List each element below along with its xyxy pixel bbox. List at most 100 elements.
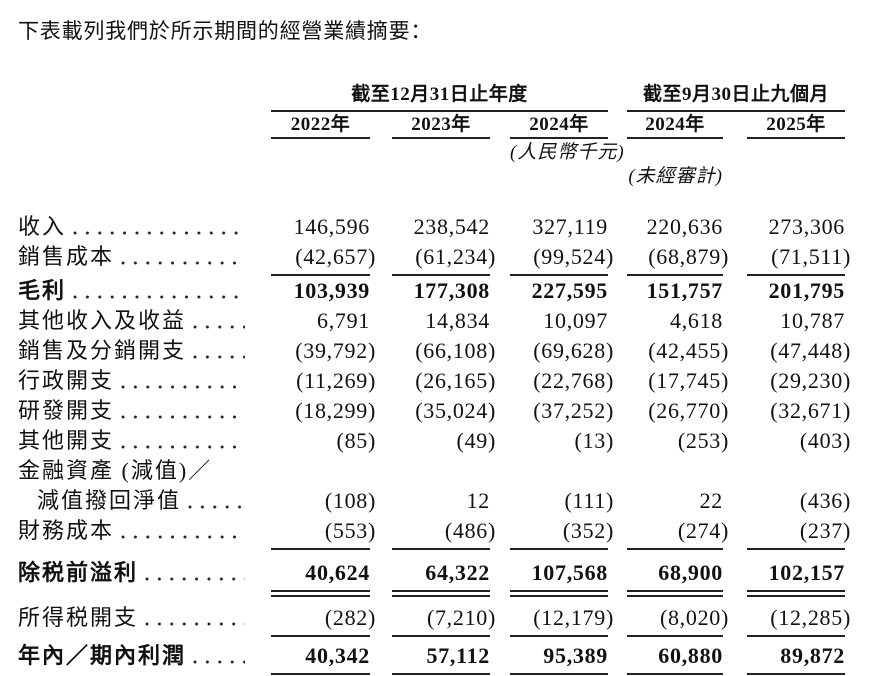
column-group-header-row: 截至12月31日止年度 截至9月30日止九個月 [18, 84, 871, 112]
column-group-nine-months: 截至9月30日止九個月 [627, 84, 845, 112]
value-cell: (13) [574, 428, 614, 453]
unaudited-note: (未經審計) [628, 166, 723, 187]
value-cell: 14,834 [425, 308, 490, 333]
value-cell: (42,657) [295, 244, 376, 269]
table-row-admin-expenses: 行政開支 (11,269) (26,165) (22,768) (17,745)… [18, 366, 871, 396]
row-label: 銷售成本 [18, 244, 115, 269]
value-cell: 201,795 [768, 278, 845, 303]
dot-leader [73, 276, 245, 306]
row-label: 研發開支 [18, 398, 115, 423]
table-row-gross-profit: 毛利 103,939 177,308 227,595 151,757 201,7… [18, 276, 871, 306]
dot-leader [121, 516, 245, 546]
table-row-impairment-net: 減值撥回淨值 (108) 12 (111) 22 (436) [18, 486, 871, 516]
dot-leader [121, 426, 245, 456]
dot-leader [193, 336, 245, 366]
value-cell: (22,768) [533, 368, 614, 393]
value-cell: (49) [456, 428, 496, 453]
value-cell: (352) [562, 518, 614, 543]
row-label: 行政開支 [18, 368, 115, 393]
dot-leader [145, 558, 245, 588]
value-cell: (26,770) [648, 398, 729, 423]
year-header-2024: 2024年 [510, 112, 608, 139]
value-cell: (26,165) [415, 368, 496, 393]
value-cell: 238,542 [413, 214, 490, 239]
value-cell: (85) [336, 428, 376, 453]
value-cell: (99,524) [533, 244, 614, 269]
year-header-2023: 2023年 [392, 112, 490, 139]
table-row-cost-of-sales: 銷售成本 (42,657) (61,234) (99,524) (68,879)… [18, 242, 871, 272]
value-cell: 68,900 [658, 560, 723, 585]
value-cell: (403) [799, 428, 851, 453]
value-cell: 10,097 [543, 308, 608, 333]
value-cell: (39,792) [295, 338, 376, 363]
value-cell: 220,636 [646, 214, 723, 239]
dot-leader [193, 306, 245, 336]
value-cell: 10,787 [780, 308, 845, 333]
page-title: 下表載列我們於所示期間的經營業績摘要： [18, 19, 433, 43]
value-cell: 146,596 [293, 214, 370, 239]
row-label: 所得税開支 [18, 605, 139, 630]
table-row-finance-costs: 財務成本 (553) (486) (352) (274) (237) [18, 516, 871, 546]
value-cell: (11,269) [296, 368, 376, 393]
value-cell: 6,791 [317, 308, 370, 333]
value-cell: 227,595 [531, 278, 608, 303]
value-cell: (32,671) [770, 398, 851, 423]
value-cell: (111) [564, 488, 614, 513]
value-cell: 103,939 [293, 278, 370, 303]
unaudited-note-row: (未經審計) [18, 166, 871, 187]
value-cell: 22 [699, 488, 723, 513]
table-row-profit-for-period: 年內／期內利潤 40,342 57,112 95,389 60,880 89,8… [18, 641, 871, 671]
value-cell: 151,757 [646, 278, 723, 303]
single-rule [18, 272, 871, 276]
table-row-other-expenses: 其他開支 (85) (49) (13) (253) (403) [18, 426, 871, 456]
value-cell: 12 [466, 488, 490, 513]
value-cell: (237) [799, 518, 851, 543]
row-label: 減值撥回淨值 [37, 488, 182, 513]
value-cell: (12,179) [533, 605, 614, 630]
row-label: 收入 [18, 214, 67, 239]
value-cell: (71,511) [771, 244, 851, 269]
value-cell: (553) [324, 518, 376, 543]
value-cell: (7,210) [426, 605, 496, 630]
table-row-impairment-label: 金融資產 (減值)／ [18, 456, 871, 486]
row-label: 其他開支 [18, 428, 115, 453]
operating-results-table: 截至12月31日止年度 截至9月30日止九個月 2022年 2023年 2024… [18, 84, 871, 676]
dot-leader [145, 603, 245, 633]
table-row-other-income: 其他收入及收益 6,791 14,834 10,097 4,618 10,787 [18, 306, 871, 336]
value-cell: 273,306 [768, 214, 845, 239]
dot-leader [121, 242, 245, 272]
year-header-2024-9m: 2024年 [627, 112, 723, 139]
value-cell: 40,342 [305, 643, 370, 668]
value-cell: (8,020) [659, 605, 729, 630]
currency-note-row: (人民幣千元) [18, 143, 871, 162]
value-cell: (17,745) [648, 368, 729, 393]
value-cell: 177,308 [413, 278, 490, 303]
value-cell: (274) [677, 518, 729, 543]
row-label: 年內／期內利潤 [18, 643, 187, 668]
value-cell: 89,872 [780, 643, 845, 668]
value-cell: (282) [324, 605, 376, 630]
value-cell: 107,568 [531, 560, 608, 585]
dot-leader [121, 396, 245, 426]
table-row-selling-expenses: 銷售及分銷開支 (39,792) (66,108) (69,628) (42,4… [18, 336, 871, 366]
value-cell: (29,230) [770, 368, 851, 393]
row-label: 其他收入及收益 [18, 308, 187, 333]
value-cell: (37,252) [533, 398, 614, 423]
value-cell: (108) [324, 488, 376, 513]
dot-leader [188, 486, 245, 516]
row-label: 毛利 [18, 278, 67, 303]
single-rule [18, 546, 871, 550]
single-rule [18, 633, 871, 637]
value-cell: 327,119 [532, 214, 608, 239]
year-header-row: 2022年 2023年 2024年 2024年 2025年 [18, 112, 871, 139]
value-cell: 102,157 [768, 560, 845, 585]
dot-leader [121, 366, 245, 396]
row-label: 銷售及分銷開支 [18, 338, 187, 363]
value-cell: 4,618 [670, 308, 723, 333]
column-group-annual: 截至12月31日止年度 [271, 84, 608, 112]
dot-leader [193, 641, 245, 671]
value-cell: (253) [677, 428, 729, 453]
value-cell: (18,299) [295, 398, 376, 423]
value-cell: (486) [444, 518, 496, 543]
